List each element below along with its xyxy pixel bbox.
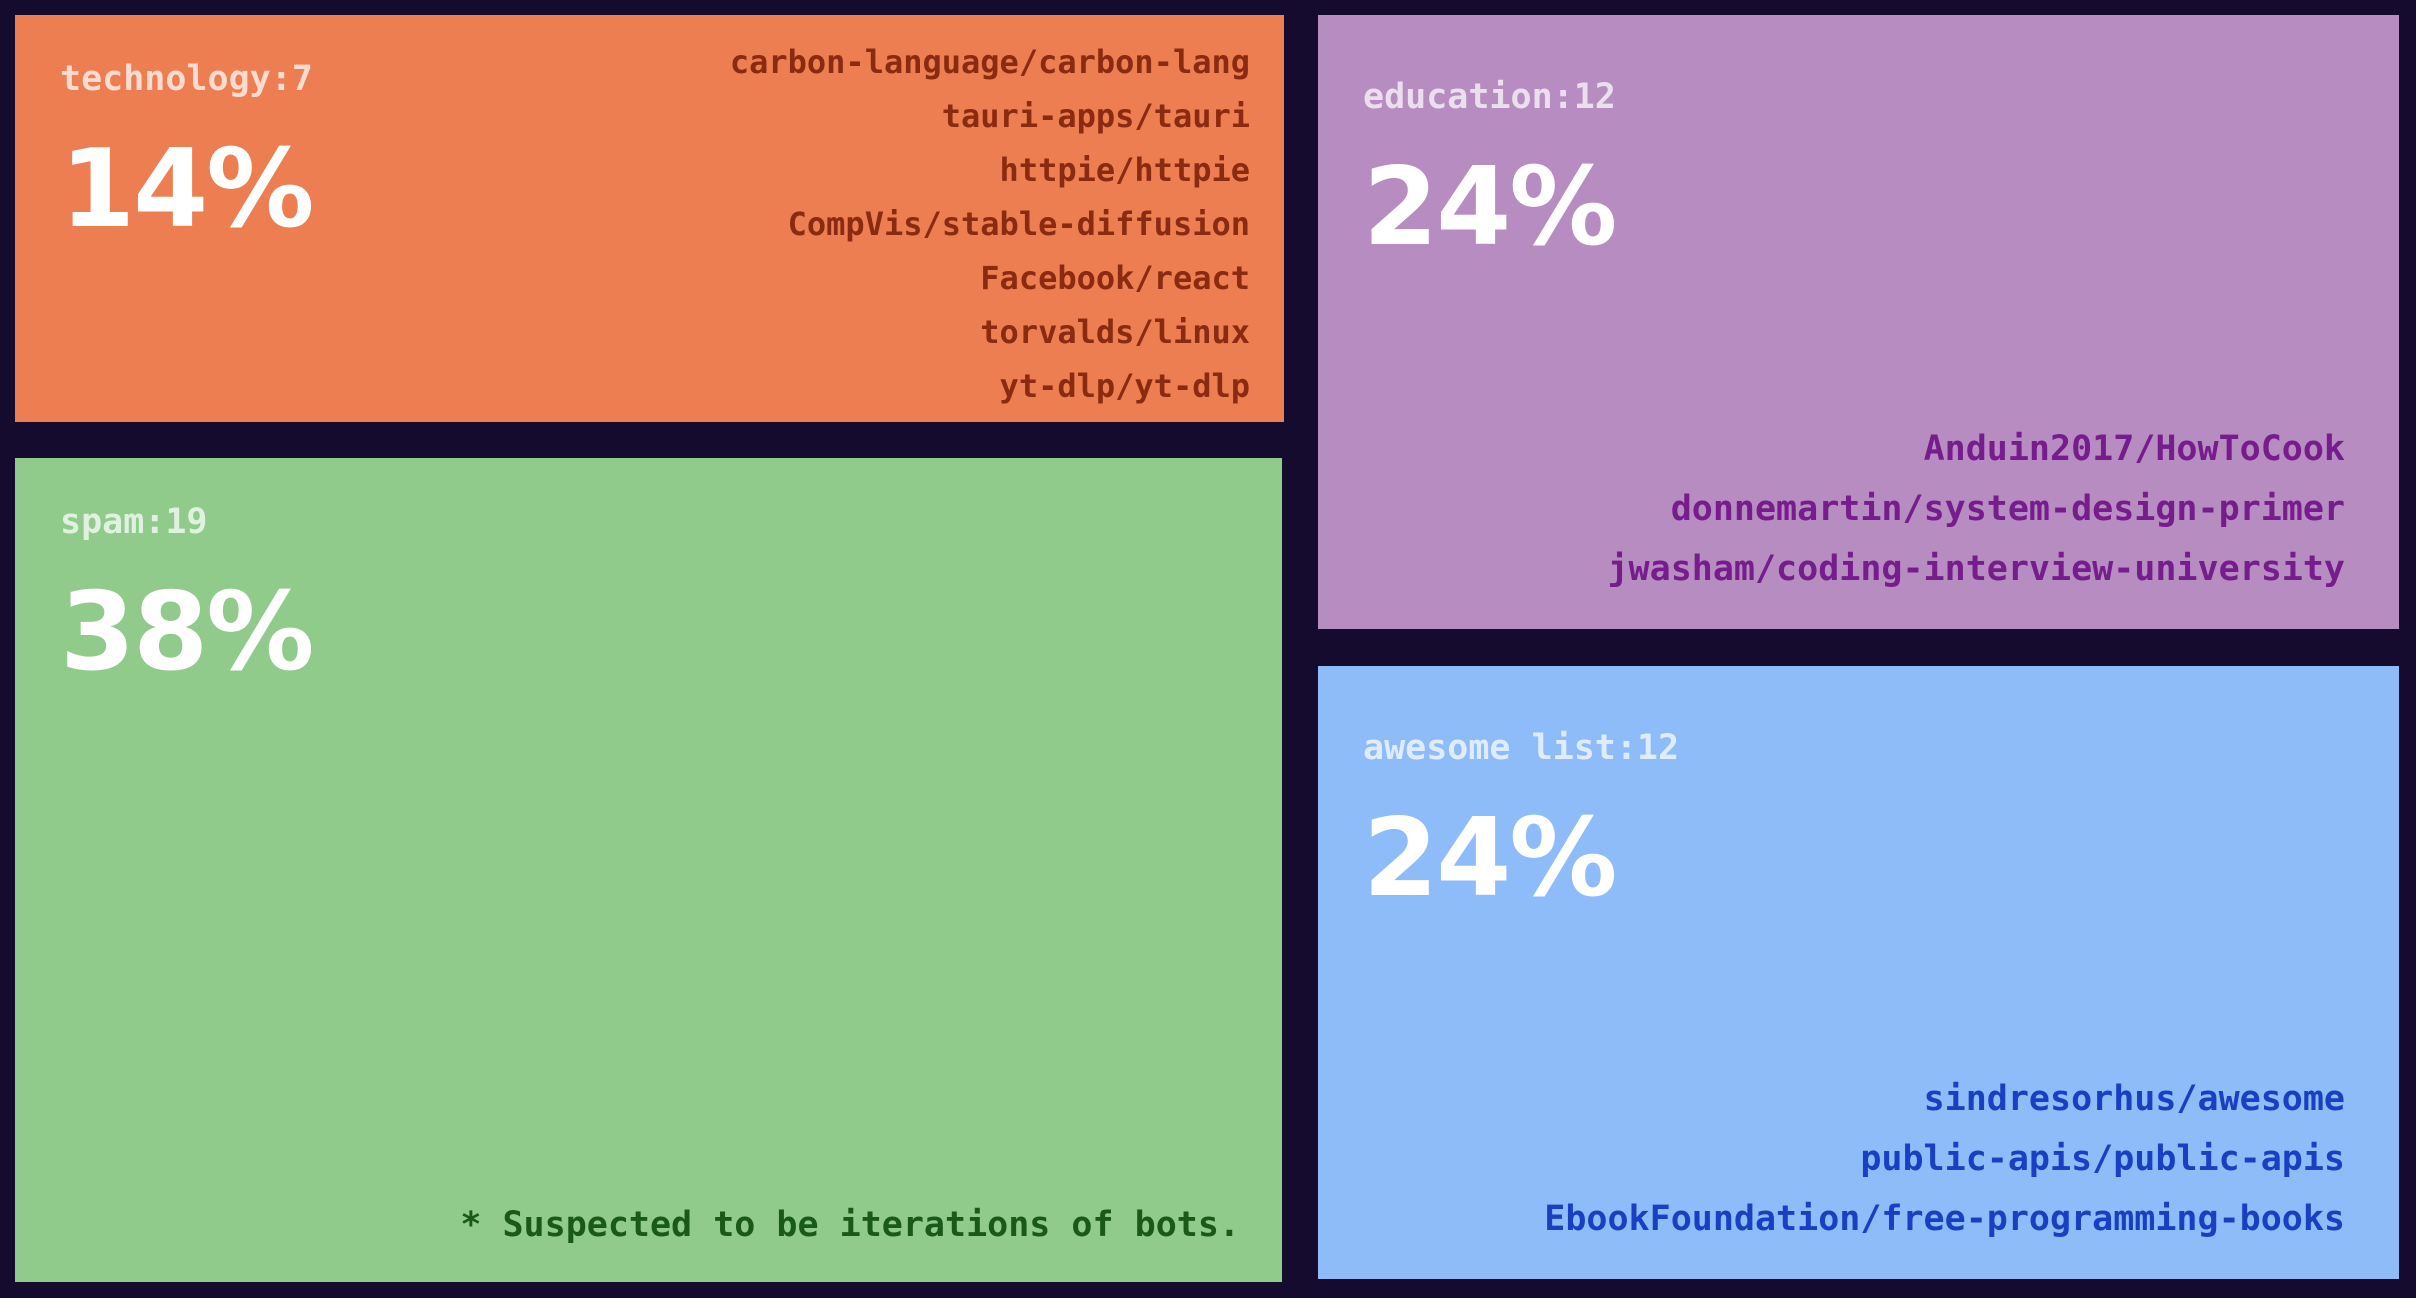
repo-name: jwasham/coding-interview-university [1607,549,2345,589]
repo-name: tauri-apps/tauri [941,97,1250,135]
cell-percent: 14% [60,127,315,252]
spam-cell: spam:19 38% * Suspected to be iterations… [15,458,1282,1282]
repo-list: Anduin2017/HowToCook donnemartin/system-d… [1607,419,2345,599]
repo-name: Anduin2017/HowToCook [1923,429,2345,469]
awesome-list-cell: awesome list:12 24% sindresorhus/awesome… [1318,666,2399,1279]
repo-name: torvalds/linux [980,313,1250,351]
cell-percent: 24% [1363,796,1618,921]
repo-name: Facebook/react [980,259,1250,297]
repo-name: yt-dlp/yt-dlp [999,367,1250,405]
repo-name: EbookFoundation/free-programming-books [1544,1199,2345,1239]
cell-label: awesome list:12 [1363,728,1680,768]
note-box: * Suspected to be iterations of bots. [460,1198,1240,1252]
cell-label: spam:19 [60,502,208,542]
cell-label: education:12 [1363,77,1616,117]
repo-name: CompVis/stable-diffusion [787,205,1250,243]
repo-name: sindresorhus/awesome [1923,1079,2345,1119]
repo-list: carbon-language/carbon-lang tauri-apps/ta… [730,35,1250,413]
education-cell: education:12 24% Anduin2017/HowToCook don… [1318,15,2399,629]
repo-list: sindresorhus/awesome public-apis/public-a… [1544,1069,2345,1249]
repo-name: httpie/httpie [999,151,1250,189]
repo-name: carbon-language/carbon-lang [729,43,1250,81]
repo-name: donnemartin/system-design-primer [1670,489,2345,529]
cell-percent: 38% [60,570,315,695]
repo-name: public-apis/public-apis [1860,1139,2345,1179]
technology-cell: technology:7 14% carbon-language/carbon-… [15,15,1284,422]
cell-percent: 24% [1363,145,1618,270]
cell-label: technology:7 [60,59,313,99]
note: * Suspected to be iterations of bots. [460,1205,1240,1245]
